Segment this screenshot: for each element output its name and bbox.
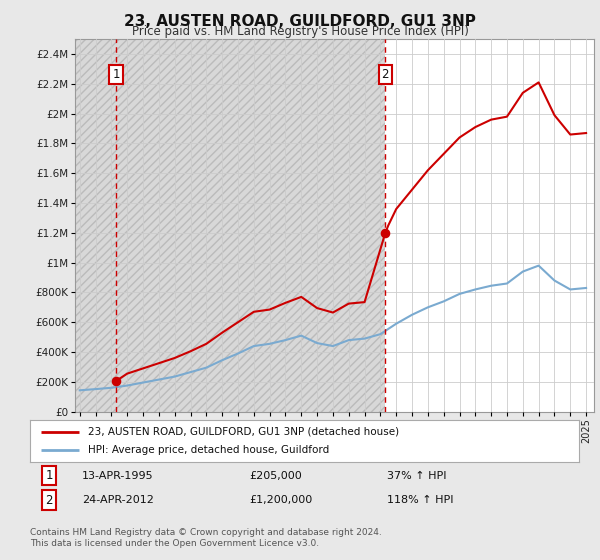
Text: Price paid vs. HM Land Registry's House Price Index (HPI): Price paid vs. HM Land Registry's House … <box>131 25 469 38</box>
Text: 2: 2 <box>46 494 53 507</box>
Point <box>380 228 390 237</box>
Text: 23, AUSTEN ROAD, GUILDFORD, GU1 3NP: 23, AUSTEN ROAD, GUILDFORD, GU1 3NP <box>124 14 476 29</box>
Text: Contains HM Land Registry data © Crown copyright and database right 2024.
This d: Contains HM Land Registry data © Crown c… <box>30 528 382 548</box>
Text: 37% ↑ HPI: 37% ↑ HPI <box>387 470 446 480</box>
Text: £205,000: £205,000 <box>250 470 302 480</box>
Text: 1: 1 <box>112 68 120 81</box>
Point <box>111 376 121 385</box>
Text: HPI: Average price, detached house, Guildford: HPI: Average price, detached house, Guil… <box>88 445 329 455</box>
Text: 118% ↑ HPI: 118% ↑ HPI <box>387 495 454 505</box>
Bar <box>116 39 385 412</box>
Bar <box>75 39 116 412</box>
Text: 2: 2 <box>382 68 389 81</box>
Text: 13-APR-1995: 13-APR-1995 <box>82 470 154 480</box>
Text: 23, AUSTEN ROAD, GUILDFORD, GU1 3NP (detached house): 23, AUSTEN ROAD, GUILDFORD, GU1 3NP (det… <box>88 427 399 437</box>
Text: £1,200,000: £1,200,000 <box>250 495 313 505</box>
Text: 24-APR-2012: 24-APR-2012 <box>82 495 154 505</box>
Text: 1: 1 <box>46 469 53 482</box>
